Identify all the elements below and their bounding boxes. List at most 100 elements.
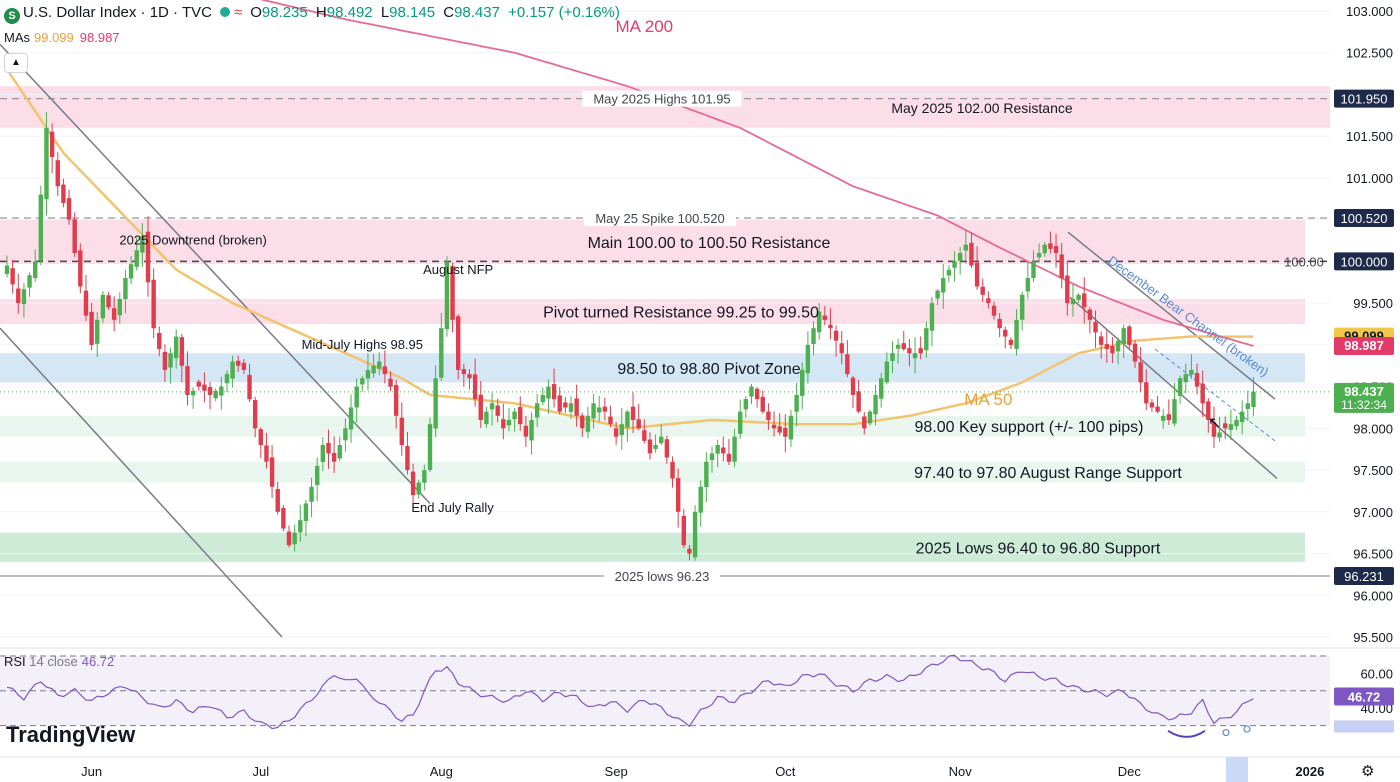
zone-label-4: 98.00 Key support (+/- 100 pips) bbox=[914, 419, 1143, 436]
candle-88 bbox=[501, 419, 506, 429]
candle-79 bbox=[450, 266, 455, 320]
candle-140 bbox=[794, 394, 799, 412]
candle-194 bbox=[1098, 336, 1104, 345]
hline-tag-text-1: 100.520 bbox=[1341, 211, 1388, 226]
candle-48 bbox=[275, 489, 280, 512]
candle-205 bbox=[1161, 415, 1166, 421]
candle-167 bbox=[946, 269, 952, 276]
candle-147 bbox=[833, 330, 839, 341]
x-tick-1: Jul bbox=[252, 764, 269, 779]
candle-149 bbox=[845, 354, 850, 375]
candle-180 bbox=[1020, 294, 1025, 320]
candle-35 bbox=[202, 384, 207, 391]
y-tick-12: 97.000 bbox=[1353, 505, 1393, 520]
rsi-label: RSI bbox=[4, 654, 26, 669]
candle-137 bbox=[777, 426, 782, 433]
candle-177 bbox=[1003, 329, 1008, 337]
candle-67 bbox=[382, 366, 388, 375]
arrow-annotation: ↖ bbox=[1208, 415, 1221, 432]
rsi-legend[interactable]: RSI 14 close 46.72 bbox=[4, 654, 114, 669]
candle-100 bbox=[568, 403, 574, 412]
candle-83 bbox=[472, 374, 478, 400]
y-tick-14: 96.000 bbox=[1353, 588, 1393, 603]
x-tick-5: Nov bbox=[949, 764, 973, 779]
candle-124 bbox=[704, 461, 709, 488]
annotation-2: 2025 Downtrend (broken) bbox=[119, 233, 266, 248]
candle-128 bbox=[726, 453, 732, 462]
candle-198 bbox=[1121, 328, 1126, 345]
candle-152 bbox=[862, 416, 867, 429]
candle-201 bbox=[1138, 362, 1143, 383]
tradingview-logo[interactable]: TradingView bbox=[6, 722, 135, 748]
candle-93 bbox=[529, 419, 534, 441]
candle-122 bbox=[692, 511, 698, 558]
candle-184 bbox=[1042, 244, 1047, 254]
candle-141 bbox=[800, 369, 805, 396]
rsi-divergence-mark bbox=[1167, 729, 1206, 738]
x-tick-2: Aug bbox=[430, 764, 453, 779]
candle-59 bbox=[337, 445, 342, 459]
candle-181 bbox=[1025, 278, 1031, 292]
candle-121 bbox=[687, 548, 692, 554]
rsi-circle-2 bbox=[1243, 725, 1251, 733]
hline-label-bg-1 bbox=[584, 209, 736, 226]
candle-89 bbox=[506, 419, 512, 426]
rsi-price-tag-text: 46.72 bbox=[1348, 690, 1381, 705]
candle-169 bbox=[957, 253, 963, 261]
candle-216 bbox=[1223, 423, 1228, 429]
rsi-circle-1 bbox=[1222, 728, 1230, 737]
candle-115 bbox=[653, 445, 658, 449]
ma50-line bbox=[5, 68, 1254, 430]
candle-5 bbox=[33, 261, 38, 278]
candle-192 bbox=[1087, 309, 1093, 320]
candle-82 bbox=[467, 374, 472, 379]
candle-212 bbox=[1200, 383, 1205, 404]
candle-85 bbox=[484, 411, 489, 425]
candle-195 bbox=[1104, 344, 1109, 350]
hline-label-0: May 2025 Highs 101.95 bbox=[593, 92, 730, 107]
candle-70 bbox=[399, 417, 404, 446]
candle-76 bbox=[433, 378, 438, 429]
replay-icon[interactable]: ≈ bbox=[233, 4, 243, 21]
ma50-value: 99.099 bbox=[34, 30, 74, 45]
candle-71 bbox=[405, 446, 410, 471]
candle-189 bbox=[1070, 298, 1076, 305]
candle-168 bbox=[952, 261, 957, 268]
candle-143 bbox=[811, 328, 816, 344]
annotation-3: August NFP bbox=[423, 262, 493, 277]
candle-68 bbox=[388, 378, 393, 387]
candle-25 bbox=[145, 231, 151, 283]
candle-28 bbox=[162, 351, 168, 370]
candle-4 bbox=[27, 275, 32, 288]
candle-173 bbox=[980, 286, 985, 295]
symbol-title[interactable]: U.S. Dollar Index · 1D · TVC bbox=[23, 4, 212, 21]
zone-label-1: Main 100.00 to 100.50 Resistance bbox=[588, 235, 831, 252]
candle-36 bbox=[207, 387, 213, 395]
candle-156 bbox=[884, 361, 890, 383]
candle-174 bbox=[986, 298, 991, 304]
candle-81 bbox=[461, 369, 467, 375]
candle-213 bbox=[1206, 401, 1211, 420]
candle-65 bbox=[371, 365, 376, 374]
candle-139 bbox=[788, 415, 794, 440]
candle-159 bbox=[901, 343, 906, 350]
candle-210 bbox=[1189, 369, 1194, 375]
ma-legend[interactable]: MAs 99.099 98.987 bbox=[4, 30, 120, 45]
candle-176 bbox=[997, 318, 1002, 329]
candle-2 bbox=[16, 288, 21, 304]
collapse-legend-button[interactable]: ▲ bbox=[4, 53, 28, 73]
low-value: 98.145 bbox=[389, 4, 436, 21]
candle-10 bbox=[61, 184, 66, 203]
y-tick-10: 98.000 bbox=[1353, 421, 1393, 436]
candle-164 bbox=[929, 303, 935, 331]
candle-1 bbox=[10, 268, 15, 285]
candle-23 bbox=[134, 250, 139, 267]
annotation-5: End July Rally bbox=[411, 500, 494, 515]
ma-legend-label: MAs bbox=[4, 30, 30, 45]
candle-63 bbox=[360, 378, 365, 385]
candle-91 bbox=[518, 407, 523, 425]
candle-69 bbox=[393, 385, 399, 416]
settings-icon[interactable]: ⚙ bbox=[1361, 762, 1374, 780]
candle-218 bbox=[1234, 419, 1239, 427]
